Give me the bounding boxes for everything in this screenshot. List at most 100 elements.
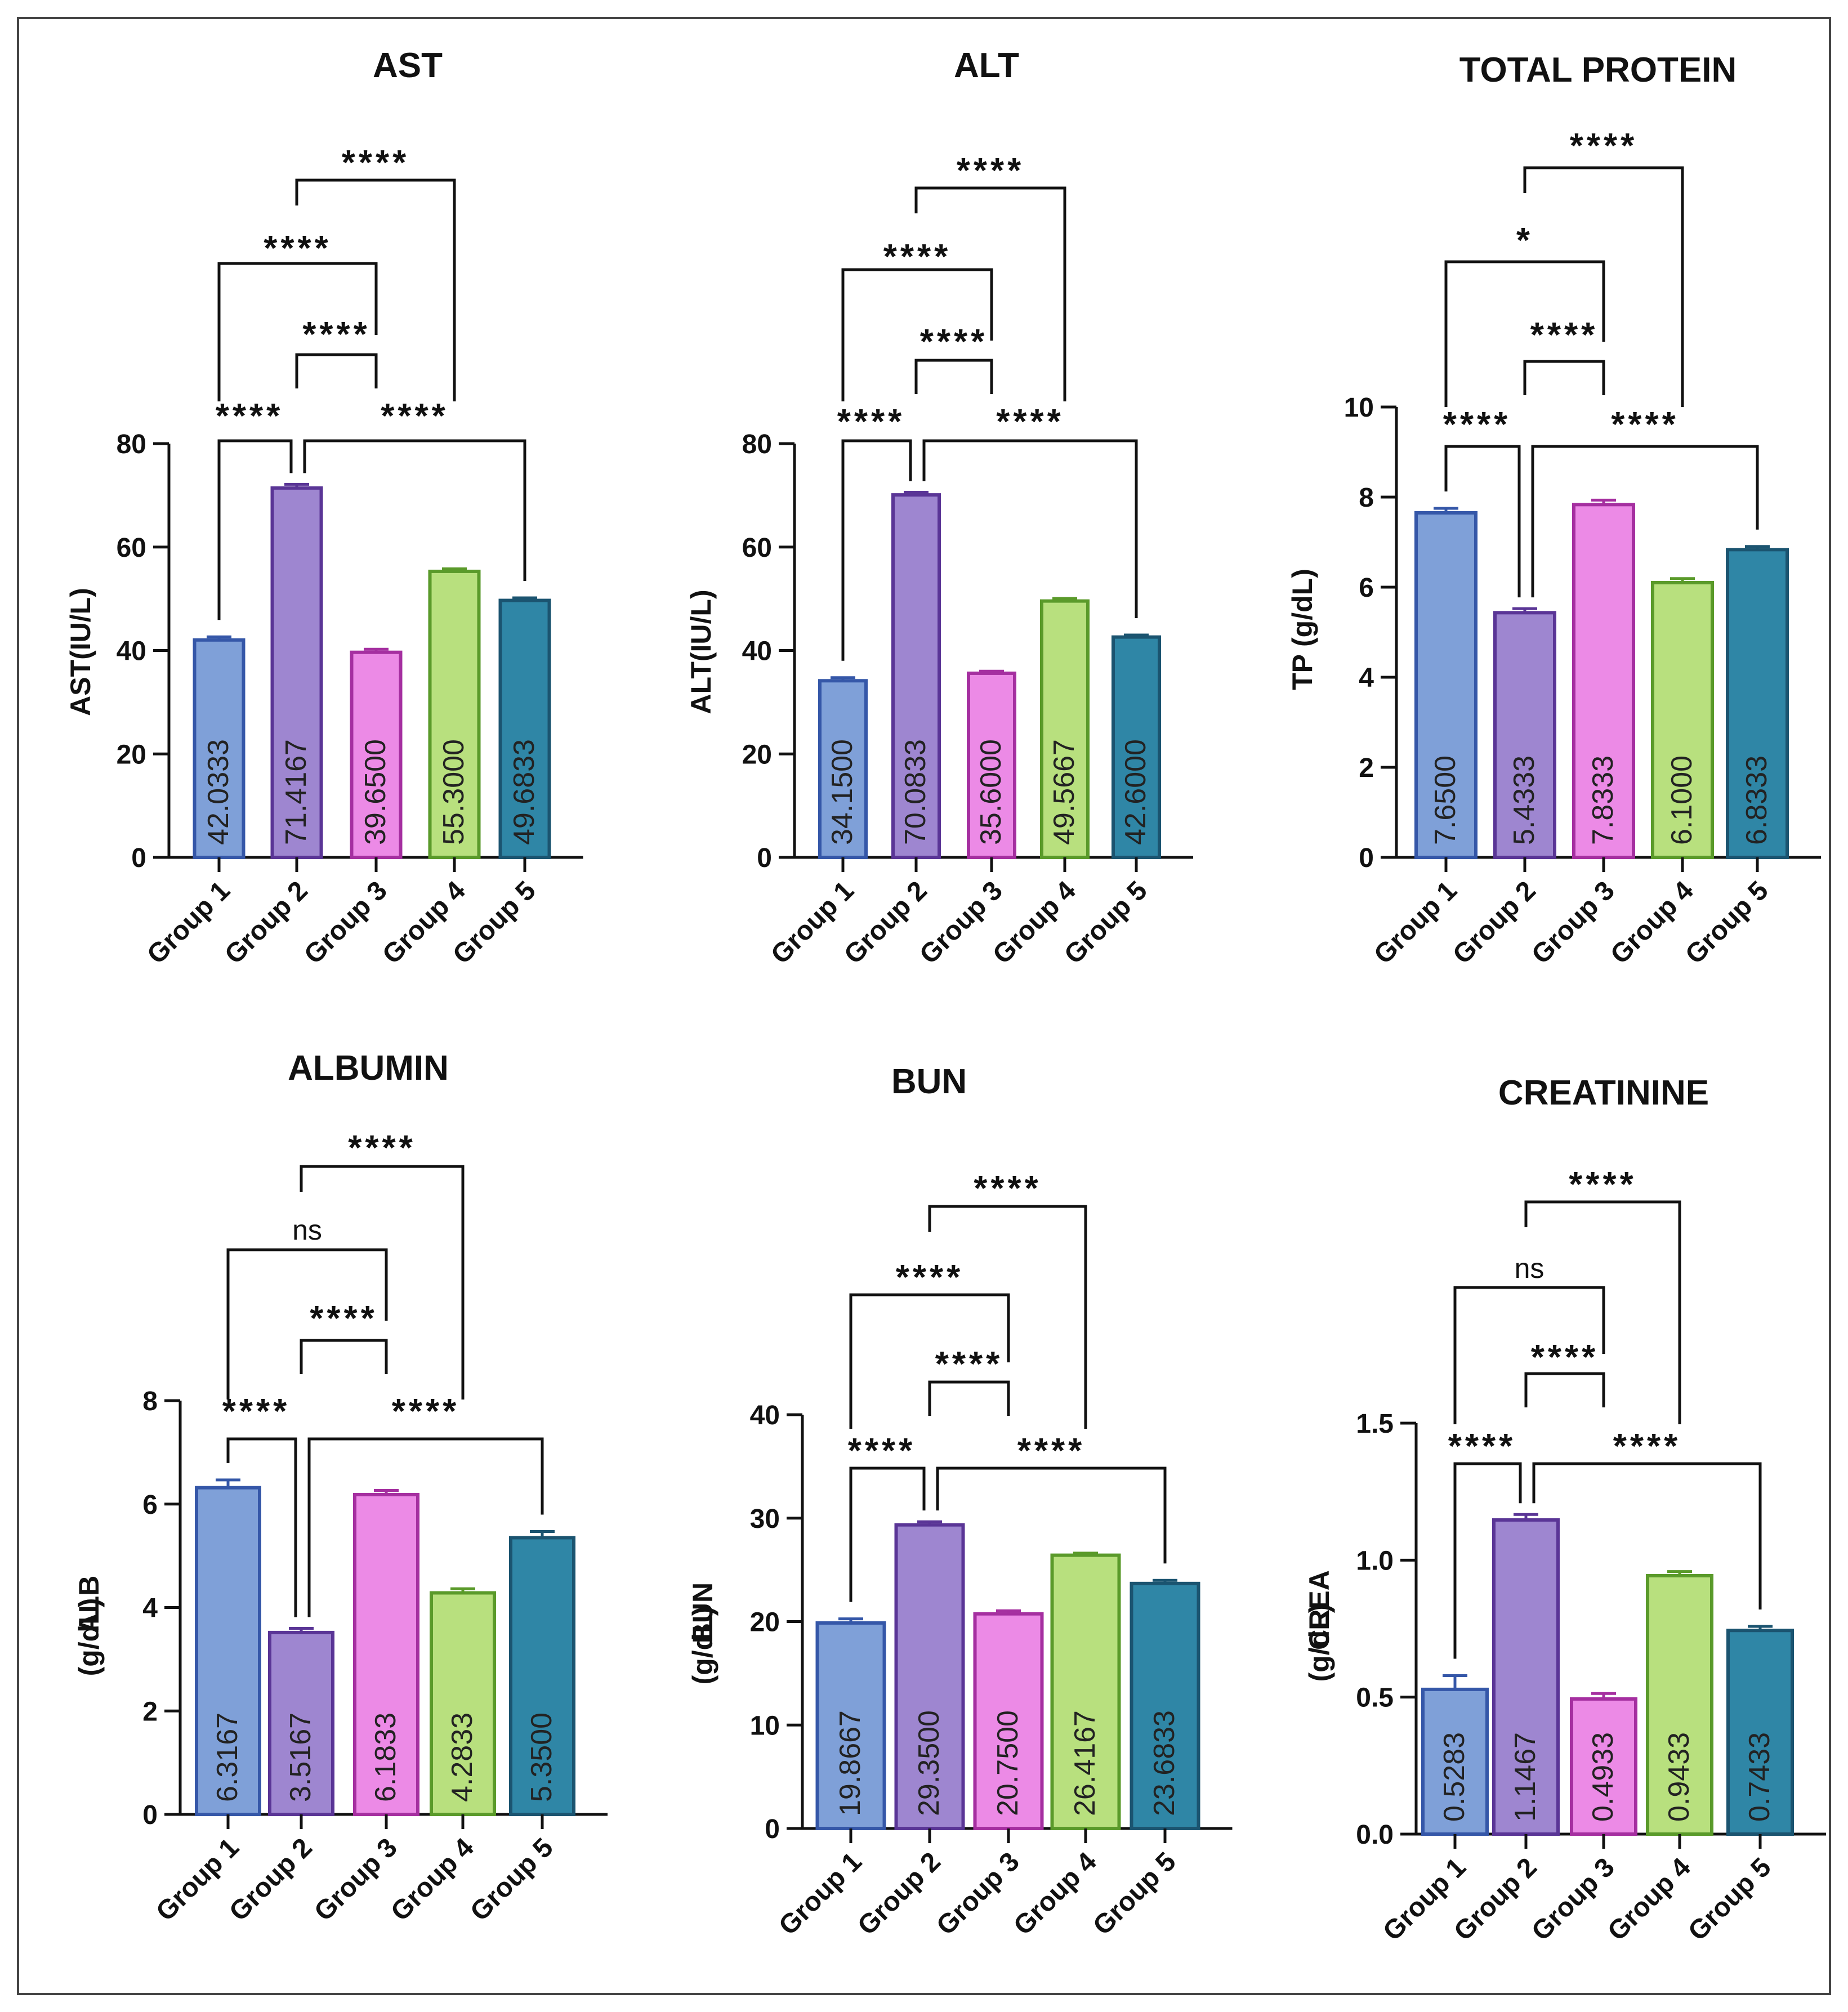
chart-panel-ast: AST AST(IU/L) 0 20 40 60 80 42.0333 Group 1 71.41… — [65, 46, 583, 970]
significance-bracket — [226, 1248, 388, 1400]
bar-value-label: 42.6000 — [1119, 739, 1152, 845]
significance-bracket — [922, 439, 1138, 618]
y-tick-label: 20 — [742, 740, 772, 770]
x-tick-label: Group 3 — [1526, 1852, 1621, 1947]
bar-value-label: 35.6000 — [975, 739, 1007, 845]
y-tick-label: 20 — [750, 1608, 780, 1638]
significance-label: **** — [1611, 405, 1679, 444]
significance-label: **** — [310, 1299, 378, 1338]
significance-bracket — [1524, 1372, 1605, 1407]
significance-bracket — [928, 1380, 1010, 1416]
chart-title: TOTAL PROTEIN — [1459, 51, 1737, 90]
significance-label: **** — [848, 1432, 916, 1470]
significance-label: * — [1516, 221, 1533, 260]
significance-label: **** — [1448, 1427, 1516, 1466]
y-axis-label: CREA — [1304, 1570, 1335, 1650]
bar-5 — [1130, 1581, 1200, 1830]
bar-value-label: 7.6500 — [1429, 755, 1462, 845]
x-tick-label: Group 4 — [1602, 1852, 1697, 1947]
significance-label: **** — [996, 403, 1064, 441]
significance-bracket — [1523, 166, 1684, 407]
significance-bracket — [936, 1466, 1167, 1564]
significance-bracket — [1444, 445, 1521, 598]
x-tick-label: Group 3 — [1526, 875, 1621, 970]
y-axis-label-unit: (g/dL) — [1304, 1604, 1335, 1682]
bar-4 — [428, 569, 481, 860]
y-tick-label: 1.5 — [1356, 1409, 1394, 1439]
bar-1 — [815, 1621, 886, 1831]
y-tick-label: 40 — [750, 1401, 780, 1430]
bar-value-label: 71.4167 — [280, 739, 313, 845]
significance-bracket — [217, 262, 378, 401]
significance-label: ns — [1515, 1253, 1545, 1284]
significance-bracket — [841, 439, 912, 661]
significance-bracket — [226, 1437, 297, 1617]
significance-label: **** — [957, 151, 1025, 190]
y-tick-label: 10 — [1344, 393, 1374, 423]
bar-value-label: 3.5167 — [284, 1713, 317, 1802]
x-tick-label: Group 5 — [465, 1832, 559, 1927]
bar-value-label: 26.4167 — [1069, 1710, 1101, 1816]
y-tick-label: 4 — [142, 1594, 158, 1624]
x-tick-label: Group 2 — [219, 875, 314, 970]
significance-label: **** — [381, 397, 449, 436]
y-tick-label: 40 — [742, 637, 772, 667]
bar-3 — [967, 671, 1016, 860]
significance-bracket — [303, 439, 526, 581]
significance-bracket — [1524, 1200, 1681, 1424]
x-tick-label: Group 5 — [1680, 875, 1774, 970]
significance-label: ns — [292, 1214, 322, 1246]
significance-bracket — [1523, 360, 1605, 395]
significance-bracket — [1532, 1462, 1762, 1609]
x-tick-label: Group 1 — [141, 875, 236, 970]
y-tick-label: 1.0 — [1356, 1546, 1394, 1576]
y-tick-label: 10 — [750, 1711, 780, 1741]
x-tick-label: Group 4 — [1605, 875, 1699, 970]
bar-value-label: 4.2833 — [446, 1713, 479, 1802]
chart-title: ALBUMIN — [288, 1049, 449, 1088]
y-axis-label: ALB — [73, 1576, 105, 1634]
bar-1 — [1414, 511, 1477, 859]
bar-value-label: 6.1000 — [1666, 755, 1698, 845]
significance-label: **** — [348, 1129, 416, 1168]
y-tick-label: 0 — [142, 1800, 158, 1830]
significance-bracket — [295, 178, 456, 401]
y-tick-label: 8 — [142, 1387, 158, 1416]
bar-2 — [891, 493, 941, 859]
x-tick-label: Group 4 — [1008, 1846, 1102, 1941]
bar-3 — [350, 650, 403, 859]
bar-value-label: 34.1500 — [826, 739, 859, 845]
bar-value-label: 20.7500 — [992, 1710, 1024, 1816]
significance-label: **** — [264, 229, 332, 268]
significance-bracket — [1453, 1286, 1605, 1424]
y-axis-label: BUN — [687, 1582, 718, 1643]
bar-value-label: 1.1467 — [1509, 1732, 1542, 1822]
bar-5 — [1726, 548, 1789, 859]
y-axis-label: TP (g/dL) — [1287, 569, 1318, 690]
y-tick-label: 0.5 — [1356, 1683, 1394, 1713]
y-tick-label: 0.0 — [1356, 1820, 1394, 1850]
significance-label: **** — [837, 403, 905, 441]
chart-title: CREATININE — [1498, 1074, 1709, 1112]
bar-value-label: 5.3500 — [525, 1713, 558, 1802]
significance-label: **** — [222, 1392, 291, 1431]
y-axis-label: AST(IU/L) — [65, 588, 96, 716]
bar-2 — [1492, 1518, 1560, 1836]
bar-value-label: 5.4333 — [1508, 755, 1541, 845]
significance-bracket — [849, 1466, 926, 1602]
bar-value-label: 7.8333 — [1587, 755, 1619, 845]
significance-label: **** — [1017, 1432, 1086, 1470]
significance-label: **** — [1530, 316, 1599, 355]
chart-title: BUN — [891, 1062, 967, 1101]
y-axis-label: ALT(IU/L) — [685, 589, 717, 714]
y-tick-label: 2 — [1359, 753, 1374, 783]
bar-2 — [1493, 611, 1556, 860]
significance-label: **** — [935, 1345, 1003, 1384]
significance-label: **** — [1613, 1427, 1681, 1466]
x-tick-label: Group 5 — [1087, 1846, 1182, 1941]
significance-bracket — [928, 1205, 1087, 1429]
significance-label: **** — [920, 323, 988, 361]
